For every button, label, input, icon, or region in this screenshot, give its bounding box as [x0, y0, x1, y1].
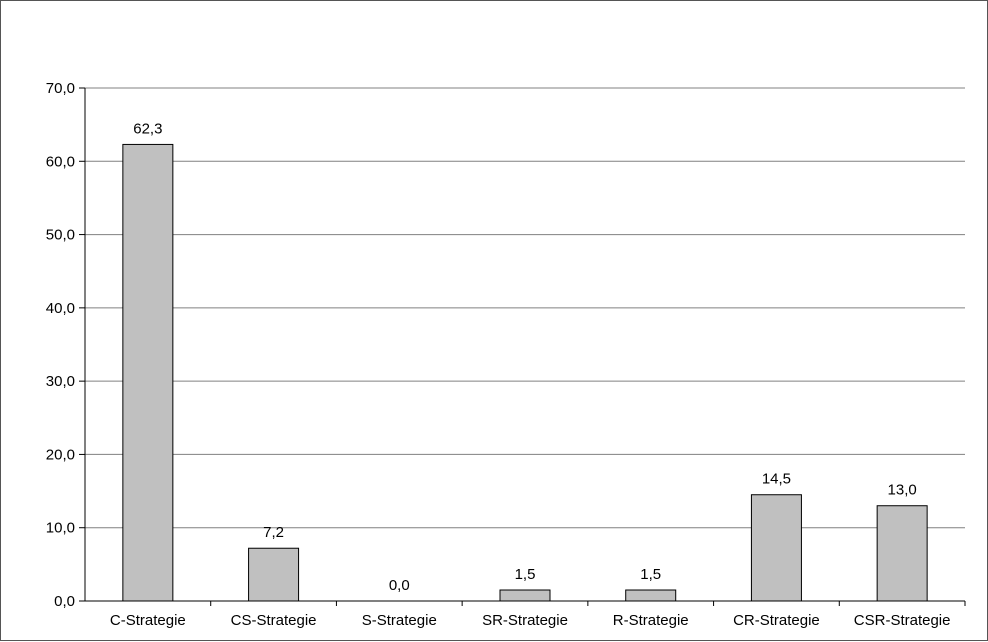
y-tick-label: 30,0: [46, 373, 75, 390]
data-label: 7,2: [263, 524, 284, 541]
x-tick-label: S-Strategie: [362, 612, 437, 629]
x-tick-label: CS-Strategie: [231, 612, 317, 629]
y-tick-label: 50,0: [46, 227, 75, 244]
data-label: 0,0: [389, 577, 410, 594]
y-tick-label: 0,0: [54, 593, 75, 610]
x-tick-label: C-Strategie: [110, 612, 186, 629]
x-tick-label: CR-Strategie: [733, 612, 820, 629]
bar: [750, 494, 802, 602]
bar: [876, 505, 928, 602]
bars: [122, 143, 928, 602]
data-label: 1,5: [515, 566, 536, 583]
bar: [248, 547, 300, 602]
y-tick-label: 20,0: [46, 446, 75, 463]
labels: 0,0 10,0 20,0 30,0 40,0 50,0 60,0 70,0 62,3 C-Str…: [46, 80, 951, 629]
gridlines: [85, 87, 965, 529]
bar: [122, 143, 174, 602]
y-tick-label: 60,0: [46, 153, 75, 170]
data-label: 1,5: [640, 566, 661, 583]
bar: [625, 589, 677, 602]
axes: [79, 87, 966, 606]
x-tick-label: R-Strategie: [613, 612, 689, 629]
y-tick-label: 40,0: [46, 300, 75, 317]
x-tick-label: SR-Strategie: [482, 612, 568, 629]
data-label: 62,3: [133, 120, 162, 137]
data-label: 13,0: [888, 482, 917, 499]
data-label: 14,5: [762, 471, 791, 488]
x-tick-label: CSR-Strategie: [854, 612, 951, 629]
bar: [499, 589, 551, 602]
y-tick-label: 70,0: [46, 80, 75, 97]
y-tick-label: 10,0: [46, 520, 75, 537]
